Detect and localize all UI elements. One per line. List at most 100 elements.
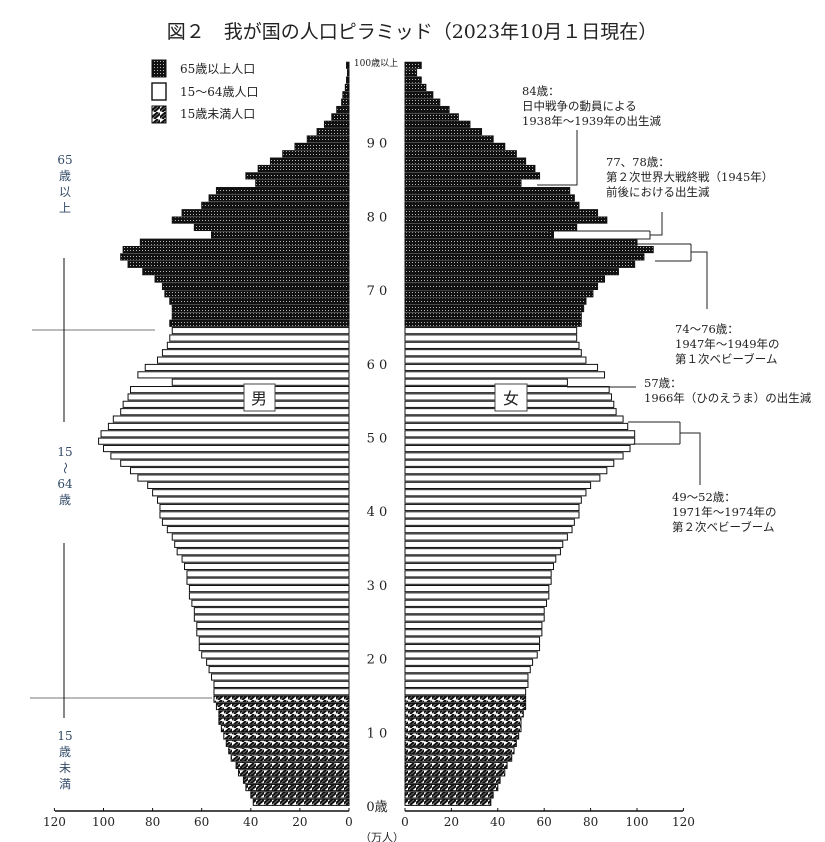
- female-bar-age-45: [404, 467, 608, 475]
- female-bar-age-60: [404, 356, 587, 364]
- male-bar-age-100: [346, 61, 350, 69]
- male-bar-age-68: [169, 297, 350, 305]
- female-bar-age-83: [404, 187, 571, 195]
- female-bar-age-44: [404, 474, 601, 482]
- female-bar-age-80: [404, 209, 599, 217]
- male-bar-age-12: [218, 710, 350, 718]
- annotation-49-52: 49～52歳： 1971年～1974年の 第２次ベビーブーム: [628, 421, 777, 534]
- female-bar-age-19: [404, 658, 534, 666]
- male-bar-age-49: [98, 437, 350, 445]
- male-bar-age-18: [208, 666, 350, 674]
- x-axis: 120 100 80 60 40 20 0 0 20 40 60 80 100 120: [43, 808, 695, 829]
- female-bar-age-10: [404, 725, 522, 733]
- male-label: 男: [251, 389, 267, 408]
- male-bar-age-7: [228, 747, 350, 755]
- female-bar-age-41: [404, 496, 582, 504]
- sex-labels: 男 女: [243, 383, 528, 412]
- female-bar-age-49: [404, 437, 636, 445]
- female-bar-age-18: [404, 666, 531, 674]
- legend-label-working: 15～64歳人口: [180, 85, 259, 99]
- female-bar-age-15: [404, 688, 527, 696]
- unit-label: （万人）: [360, 831, 404, 842]
- male-bar-age-94: [336, 105, 350, 114]
- male-bar-age-67: [171, 304, 350, 313]
- annotation-49-52-line-0: 49～52歳：: [672, 490, 736, 504]
- working-label-1: ～: [58, 462, 72, 474]
- age-tick-label: 4 0: [367, 505, 388, 520]
- male-bar-age-30: [186, 577, 350, 585]
- male-bar-age-96: [342, 91, 350, 99]
- male-bar-age-24: [196, 621, 350, 630]
- male-bar-age-93: [331, 113, 350, 121]
- male-bar-age-43: [147, 481, 350, 489]
- annotation-84-line-1: 日中戦争の動員による: [522, 99, 637, 113]
- male-bar-age-62: [166, 341, 350, 349]
- female-bar-age-2: [404, 783, 499, 792]
- male-bar-age-65: [169, 319, 350, 327]
- male-bar-age-11: [218, 717, 350, 725]
- female-bar-age-25: [404, 614, 545, 622]
- male-bar-age-20: [201, 651, 350, 659]
- male-bar-age-5: [235, 761, 350, 770]
- male-bar-age-19: [206, 658, 350, 666]
- female-bar-age-8: [404, 739, 517, 747]
- female-bar-age-88: [404, 150, 517, 158]
- female-bar-age-59: [404, 363, 599, 372]
- male-bar-age-1: [250, 791, 350, 799]
- male-bar-age-45: [130, 467, 350, 475]
- female-bar-age-64: [404, 327, 578, 335]
- male-bar-age-77: [211, 231, 350, 239]
- male-bar-age-29: [188, 585, 350, 593]
- female-bar-age-70: [404, 282, 599, 290]
- female-bar-age-7: [404, 747, 515, 755]
- male-bar-age-40: [159, 503, 350, 512]
- female-bar-age-77: [404, 231, 554, 239]
- female-bar-age-22: [404, 636, 541, 644]
- legend-swatch-elderly: [151, 59, 167, 78]
- annotation-74-76-line-2: 第１次ベビーブーム: [675, 352, 777, 366]
- male-bar-age-23: [196, 629, 350, 637]
- annotation-84-line-2: 1938年～1939年の出生減: [522, 114, 662, 128]
- female-bar-age-6: [404, 754, 513, 762]
- male-bar-age-81: [201, 201, 350, 209]
- male-bar-age-97: [344, 83, 350, 92]
- female-bar-age-63: [404, 334, 578, 342]
- female-x-tick-label: 120: [672, 815, 695, 829]
- male-bar-age-28: [188, 592, 350, 600]
- male-bar-age-4: [238, 769, 350, 777]
- male-bar-age-37: [166, 526, 350, 534]
- children-label-0: 15: [57, 729, 72, 743]
- annotation-49-52-line-2: 第２次ベビーブーム: [672, 520, 774, 534]
- female-bar-age-39: [404, 511, 580, 519]
- female-bar-age-100: [404, 61, 422, 69]
- annotation-77-78-line-0: 77、78歳：: [606, 155, 670, 169]
- male-bar-age-56: [130, 386, 350, 394]
- elderly-label-3: 上: [59, 201, 71, 215]
- male-bar-age-58: [137, 371, 350, 379]
- legend-swatch-children: [151, 105, 167, 124]
- children-label-3: 満: [59, 777, 71, 791]
- female-bar-age-29: [404, 585, 550, 593]
- male-bar-age-54: [122, 400, 350, 408]
- elderly-label-1: 歳: [59, 169, 71, 183]
- female-bar-age-65: [404, 319, 582, 327]
- annotation-77-78: 77、78歳： 第２次世界大戦終戦（1945年） 前後における出生減: [548, 155, 773, 240]
- male-bar-age-95: [341, 98, 350, 106]
- female-bar-age-31: [404, 570, 552, 578]
- male-bar-age-47: [110, 452, 350, 460]
- female-bar-age-35: [404, 540, 564, 548]
- female-bar-age-79: [404, 216, 608, 224]
- female-bar-age-98: [404, 76, 422, 84]
- annotation-49-52-line-1: 1971年～1974年の: [672, 505, 777, 519]
- female-bar-age-67: [404, 304, 585, 313]
- female-bar-age-27: [404, 599, 548, 607]
- leader-74-76: [637, 243, 708, 309]
- male-bar-age-41: [157, 496, 350, 504]
- female-bar-age-30: [404, 577, 552, 585]
- female-bar-age-61: [404, 349, 582, 357]
- female-bar-age-34: [404, 548, 561, 556]
- female-bar-age-75: [404, 245, 654, 254]
- female-bar-age-32: [404, 562, 554, 571]
- male-bar-age-39: [159, 511, 350, 519]
- female-bar-age-87: [404, 157, 527, 165]
